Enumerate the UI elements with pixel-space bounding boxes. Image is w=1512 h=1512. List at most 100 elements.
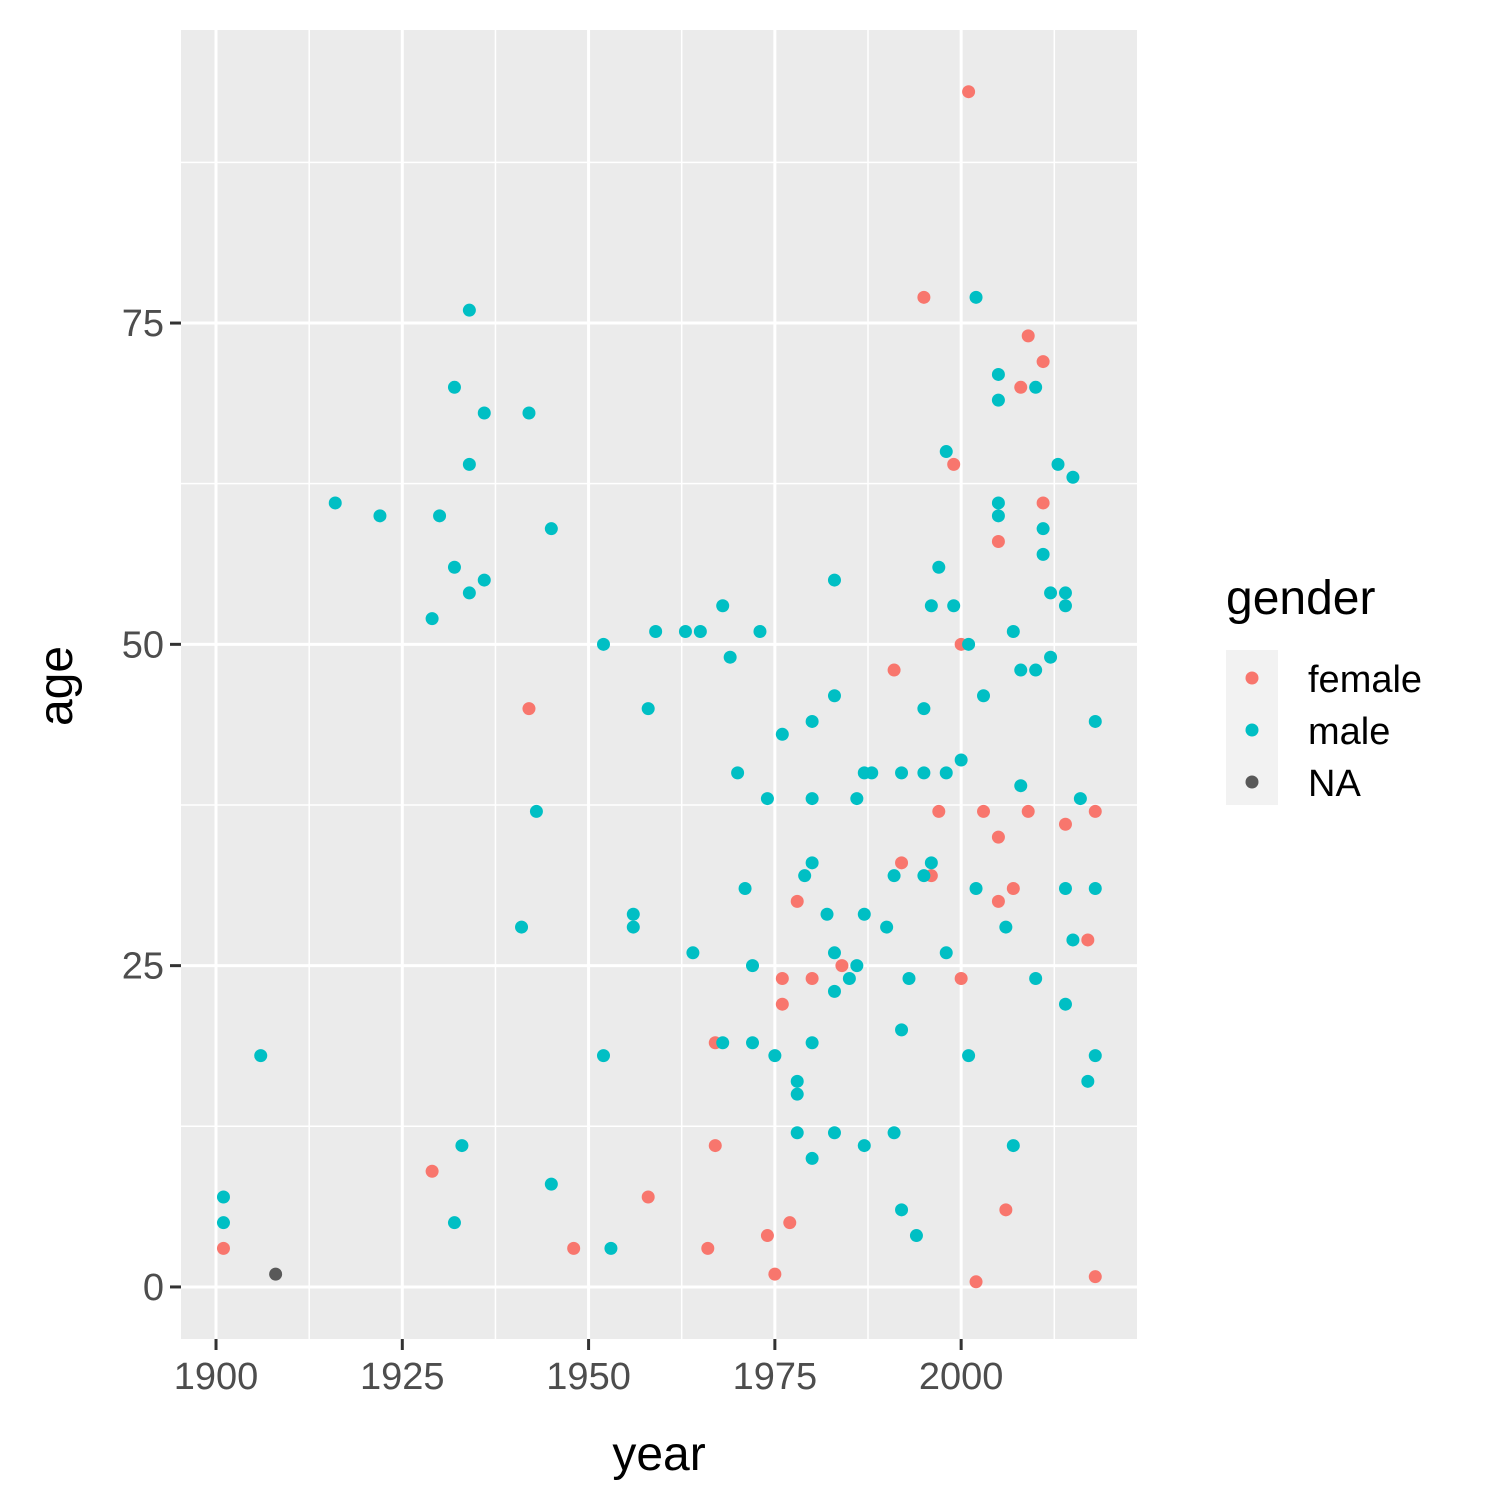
data-point-male (723, 650, 737, 664)
data-point-male (917, 869, 931, 883)
data-point-male (775, 727, 789, 741)
legend-key-na (1245, 775, 1259, 789)
data-point-male (447, 380, 461, 394)
data-point-male (433, 509, 447, 523)
data-point-male (991, 496, 1005, 510)
data-point-female (917, 290, 931, 304)
data-point-female (1058, 817, 1072, 831)
data-point-female (947, 457, 961, 471)
data-point-female (1036, 496, 1050, 510)
y-tick-label: 50 (122, 624, 164, 666)
data-point-male (626, 907, 640, 921)
data-points (216, 85, 1102, 1289)
data-point-male (477, 406, 491, 420)
data-point-male (753, 624, 767, 638)
data-point-female (1006, 882, 1020, 896)
data-point-male (1044, 586, 1058, 600)
x-tick-label: 1975 (733, 1356, 818, 1398)
data-point-male (1051, 457, 1065, 471)
data-point-female (641, 1190, 655, 1204)
data-point-male (827, 689, 841, 703)
data-point-male (991, 367, 1005, 381)
x-axis-title: year (612, 1428, 705, 1481)
data-point-male (1081, 1074, 1095, 1088)
data-point-female (783, 1216, 797, 1230)
legend-title: gender (1226, 572, 1375, 625)
data-point-female (999, 1203, 1013, 1217)
data-point-female (932, 804, 946, 818)
data-point-male (216, 1190, 230, 1204)
data-point-male (731, 766, 745, 780)
data-point-female (895, 856, 909, 870)
data-point-female (991, 830, 1005, 844)
data-point-male (1006, 624, 1020, 638)
data-point-male (1036, 547, 1050, 561)
data-point-male (969, 882, 983, 896)
data-point-female (216, 1241, 230, 1255)
data-point-male (798, 869, 812, 883)
data-point-male (693, 624, 707, 638)
data-point-male (895, 1023, 909, 1037)
data-point-male (947, 599, 961, 613)
data-point-male (686, 946, 700, 960)
data-point-male (902, 971, 916, 985)
data-point-male (827, 573, 841, 587)
data-point-female (887, 663, 901, 677)
data-point-female (1036, 355, 1050, 369)
legend-key-female (1245, 671, 1259, 685)
legend-label-na: NA (1308, 763, 1361, 805)
data-point-female (775, 971, 789, 985)
data-point-male (857, 907, 871, 921)
data-point-male (895, 766, 909, 780)
data-point-male (827, 984, 841, 998)
data-point-male (842, 971, 856, 985)
grid-major (181, 30, 1137, 1339)
data-point-male (939, 445, 953, 459)
y-tick-label: 25 (122, 946, 164, 988)
data-point-male (1066, 933, 1080, 947)
y-tick-label: 0 (143, 1267, 164, 1309)
data-point-male (924, 856, 938, 870)
data-point-male (1006, 1139, 1020, 1153)
data-point-male (1014, 663, 1028, 677)
data-point-male (939, 766, 953, 780)
x-axis: 1900 1925 1950 1975 2000 (174, 1339, 1004, 1398)
data-point-male (462, 586, 476, 600)
data-point-female (790, 894, 804, 908)
data-point-male (857, 1139, 871, 1153)
data-point-male (596, 637, 610, 651)
data-point-male (917, 766, 931, 780)
data-point-male (932, 560, 946, 574)
data-point-female (1014, 380, 1028, 394)
data-point-male (805, 792, 819, 806)
data-point-female (760, 1229, 774, 1243)
data-point-male (716, 1036, 730, 1050)
data-point-male (1014, 779, 1028, 793)
data-point-male (880, 920, 894, 934)
data-point-female (835, 959, 849, 973)
data-point-male (447, 560, 461, 574)
data-point-male (790, 1074, 804, 1088)
data-point-male (1044, 650, 1058, 664)
data-point-male (515, 920, 529, 934)
data-point-male (1029, 663, 1043, 677)
data-point-male (678, 624, 692, 638)
data-point-male (865, 766, 879, 780)
legend-key-male (1245, 723, 1259, 737)
data-point-male (768, 1049, 782, 1063)
x-tick-label: 2000 (919, 1356, 1004, 1398)
data-point-male (999, 920, 1013, 934)
data-point-female (768, 1267, 782, 1281)
data-point-male (1088, 882, 1102, 896)
data-point-male (924, 599, 938, 613)
legend-label-male: male (1308, 711, 1390, 753)
data-point-male (850, 792, 864, 806)
data-point-male (969, 290, 983, 304)
data-point-male (626, 920, 640, 934)
data-point-male (887, 869, 901, 883)
data-point-male (805, 856, 819, 870)
data-point-female (991, 894, 1005, 908)
data-point-male (522, 406, 536, 420)
data-point-male (805, 714, 819, 728)
data-point-male (746, 959, 760, 973)
